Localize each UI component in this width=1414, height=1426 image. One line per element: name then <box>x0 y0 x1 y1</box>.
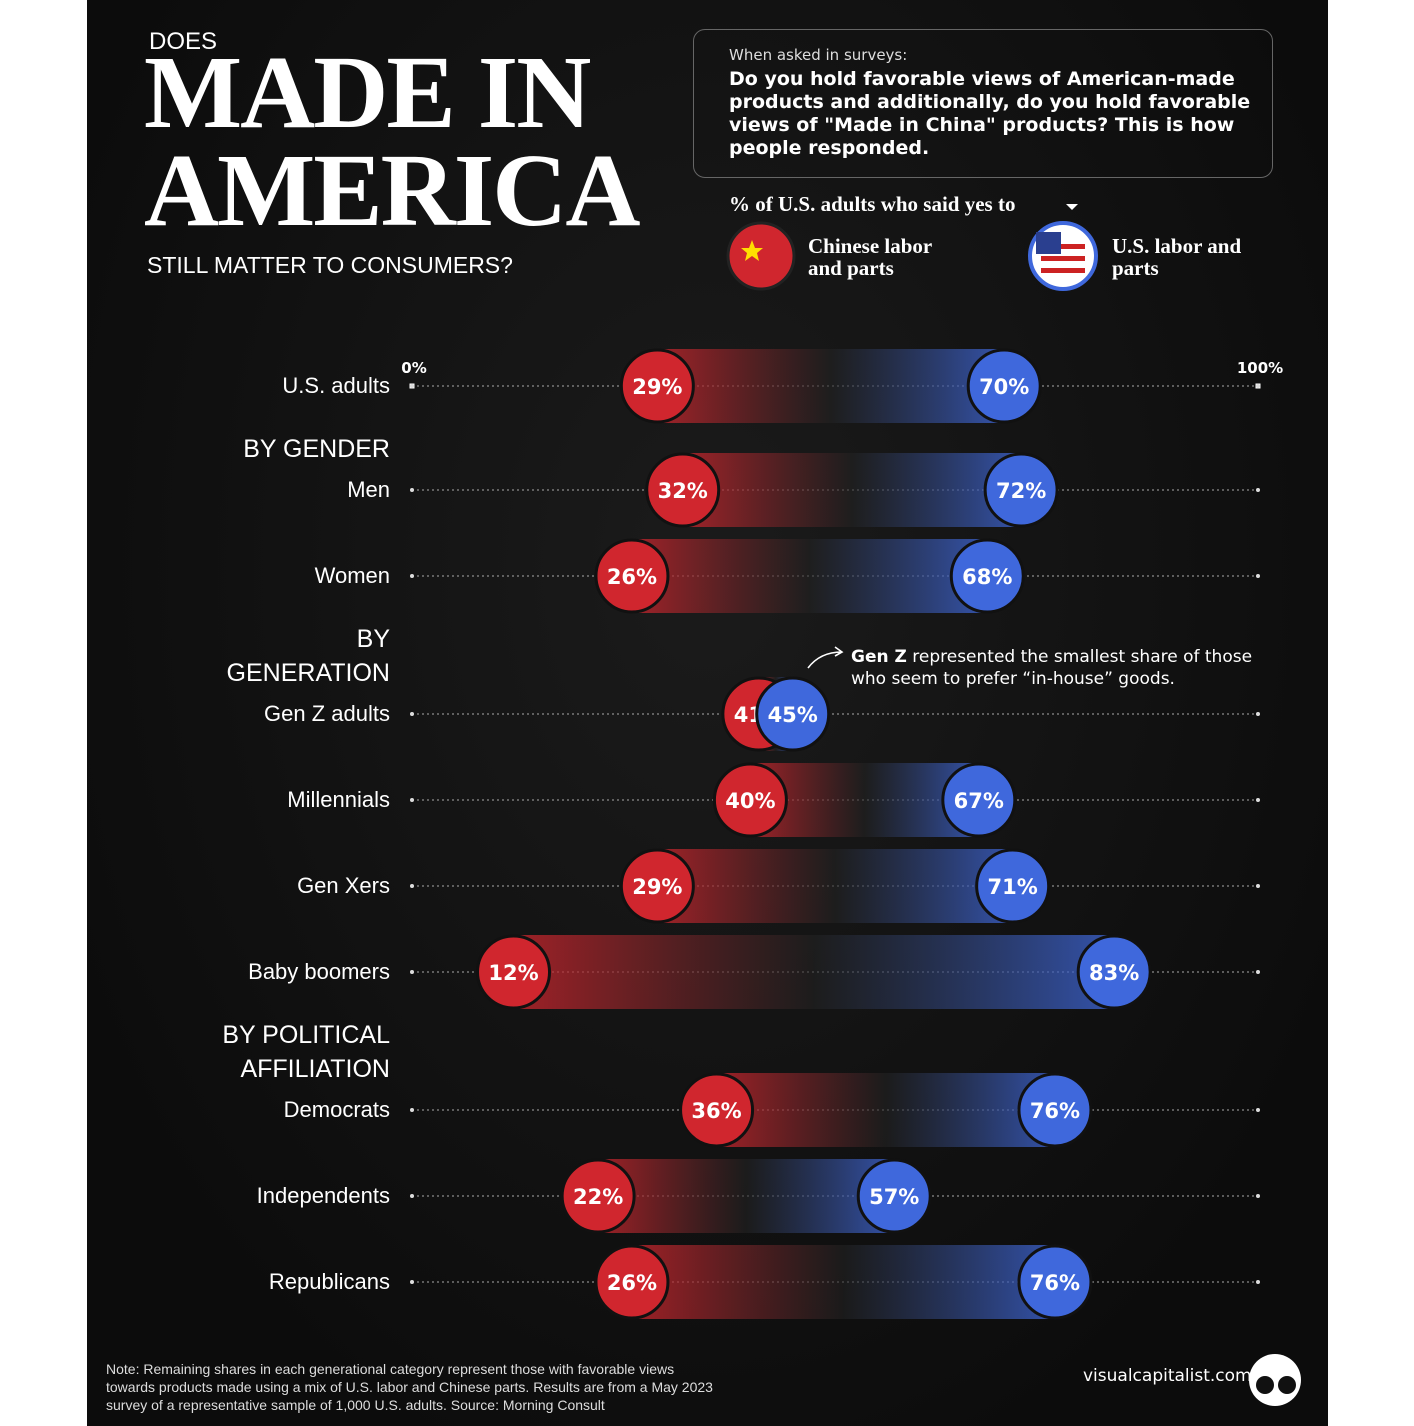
brand: visualcapitalist.com <box>1083 1366 1252 1386</box>
category-label: Women <box>314 563 390 588</box>
title: MADE IN AMERICA <box>144 35 640 248</box>
annotation-text: represented the smallest share of those … <box>851 647 1253 689</box>
category-label: Republicans <box>268 1269 390 1294</box>
legend-label: U.S. labor and parts <box>1112 234 1242 280</box>
annotation: Gen Z represented the smallest share of … <box>851 646 1281 690</box>
category-label: Democrats <box>283 1097 390 1122</box>
category-label: Millennials <box>287 787 390 812</box>
footnote: Note: Remaining shares in each generatio… <box>106 1361 713 1413</box>
legend-title: % of U.S. adults who said yes to <box>729 192 1016 216</box>
group-heading: BY POLITICAL AFFILIATION <box>222 1021 390 1083</box>
question-intro: When asked in surveys: <box>729 46 908 64</box>
subtitle: STILL MATTER TO CONSUMERS? <box>147 252 513 278</box>
annotation-bold: Gen Z <box>851 647 907 667</box>
question-text: Do you hold favorable views of American-… <box>729 68 1251 159</box>
category-label: Baby boomers <box>248 959 390 984</box>
category-label: Gen Z adults <box>264 701 390 726</box>
category-label: Men <box>347 477 390 502</box>
legend-label: Chinese labor and parts <box>808 234 932 280</box>
category-label: Independents <box>256 1183 390 1208</box>
group-heading: BY GENERATION <box>226 625 390 687</box>
kicker: DOES <box>149 28 218 55</box>
group-heading: BY GENDER <box>243 435 390 463</box>
category-label: U.S. adults <box>282 373 390 398</box>
category-label: Gen Xers <box>297 873 390 898</box>
question-box <box>693 29 1273 178</box>
